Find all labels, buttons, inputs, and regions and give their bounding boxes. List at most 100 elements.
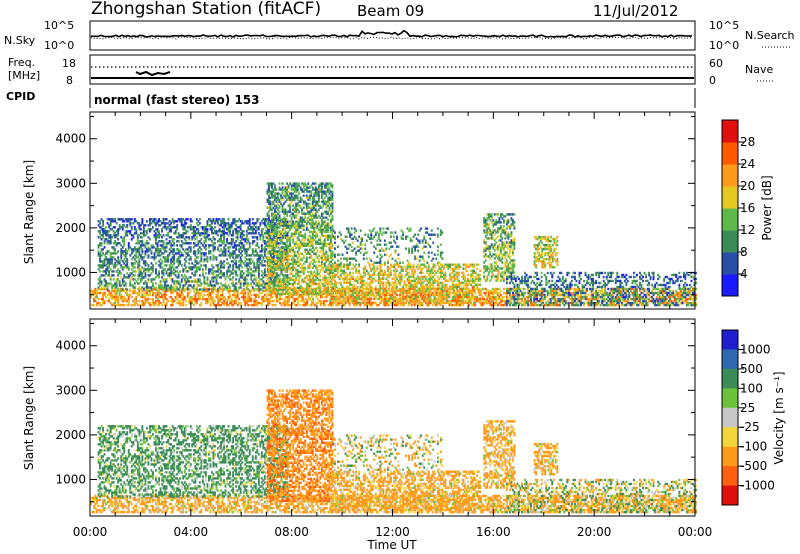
power-echo-cell xyxy=(589,299,591,303)
power-echo-cell xyxy=(260,244,263,247)
power-echo-cell xyxy=(174,289,177,293)
power-echo-cell xyxy=(162,234,165,237)
power-echo-cell xyxy=(179,299,182,303)
power-echo-cell xyxy=(296,194,299,197)
power-echo-cell xyxy=(244,295,247,299)
power-echo-cell xyxy=(120,287,123,291)
power-echo-cell xyxy=(188,262,191,265)
power-echo-cell xyxy=(152,297,154,301)
power-echo-cell xyxy=(212,303,215,307)
power-echo-cell xyxy=(144,297,147,301)
power-echo-cell xyxy=(465,299,467,303)
power-echo-cell xyxy=(242,297,245,301)
power-echo-cell xyxy=(296,228,299,231)
power-echo-cell xyxy=(271,295,274,299)
power-echo-cell xyxy=(99,252,101,255)
power-echo-cell xyxy=(155,299,157,303)
power-echo-cell xyxy=(180,244,183,247)
power-echo-cell xyxy=(478,287,481,291)
power-echo-cell xyxy=(226,303,228,307)
power-echo-cell xyxy=(133,287,136,291)
power-echo-cell xyxy=(223,272,225,275)
power-echo-cell xyxy=(103,254,106,257)
power-echo-cell xyxy=(586,295,588,299)
power-echo-cell xyxy=(483,287,486,291)
power-echo-cell xyxy=(132,299,135,303)
power-echo-cell xyxy=(141,303,144,307)
power-echo-cell xyxy=(489,297,492,301)
power-echo-cell xyxy=(315,295,318,299)
power-echo-cell xyxy=(180,303,183,307)
power-echo-cell xyxy=(554,297,557,301)
power-echo-cell xyxy=(319,295,322,299)
power-echo-cell xyxy=(400,301,402,305)
power-echo-cell xyxy=(103,240,106,243)
power-echo-cell xyxy=(206,299,209,303)
power-echo-cell xyxy=(102,270,104,273)
power-echo-cell xyxy=(636,295,638,299)
power-echo-cell xyxy=(356,293,359,297)
power-echo-cell xyxy=(403,287,405,291)
power-echo-cell xyxy=(569,297,572,301)
power-echo-cell xyxy=(640,287,643,291)
power-echo-cell xyxy=(194,242,197,245)
power-echo-cell xyxy=(195,299,198,303)
power-echo-cell xyxy=(144,244,147,247)
power-echo-cell xyxy=(223,299,225,303)
power-echo-cell xyxy=(286,274,289,277)
power-echo-cell xyxy=(533,303,536,307)
power-echo-cell xyxy=(155,293,157,297)
power-echo-cell xyxy=(242,230,245,233)
power-echo-cell xyxy=(241,295,244,299)
power-echo-cell xyxy=(344,303,346,307)
power-echo-cell xyxy=(567,289,570,293)
power-echo-cell xyxy=(133,274,136,277)
power-echo-cell xyxy=(218,297,221,301)
power-echo-cell xyxy=(401,303,404,307)
power-echo-cell xyxy=(257,218,260,221)
power-echo-cell xyxy=(235,278,238,281)
power-echo-cell xyxy=(490,299,493,303)
power-echo-cell xyxy=(310,287,313,291)
power-echo-cell xyxy=(682,289,685,293)
power-echo-cell xyxy=(477,287,480,291)
power-echo-cell xyxy=(672,293,675,297)
power-echo-cell xyxy=(492,297,495,301)
power-echo-cell xyxy=(325,299,328,303)
power-echo-cell xyxy=(356,301,359,305)
power-echo-cell xyxy=(310,289,313,293)
power-echo-cell xyxy=(528,303,531,307)
power-echo-cell xyxy=(489,295,492,299)
power-echo-cell xyxy=(316,297,319,301)
power-echo-cell xyxy=(235,260,238,263)
power-echo-cell xyxy=(285,303,287,307)
power-echo-cell xyxy=(617,303,620,307)
power-echo-cell xyxy=(165,244,168,247)
power-echo-cell xyxy=(103,264,106,267)
power-echo-cell xyxy=(695,295,697,299)
power-echo-cell xyxy=(456,291,458,295)
power-echo-cell xyxy=(548,297,551,301)
power-echo-cell xyxy=(279,301,281,305)
power-echo-cell xyxy=(93,299,95,303)
power-echo-cell xyxy=(487,299,490,303)
power-echo-cell xyxy=(439,303,442,307)
power-echo-cell xyxy=(509,299,511,303)
power-echo-cell xyxy=(102,232,104,235)
power-echo-cell xyxy=(135,297,138,301)
power-echo-cell xyxy=(247,299,250,303)
power-echo-cell xyxy=(398,289,401,293)
power-echo-cell xyxy=(474,301,477,305)
power-echo-cell xyxy=(592,289,594,293)
power-echo-cell xyxy=(622,299,625,303)
power-echo-cell xyxy=(552,289,555,293)
power-echo-cell xyxy=(318,299,321,303)
power-echo-cell xyxy=(353,301,356,305)
freq-panel: Freq. [MHz] 18 8 60 0 Nave xyxy=(8,54,775,87)
power-echo-cell xyxy=(442,291,445,295)
power-echo-cell xyxy=(493,297,496,301)
power-echo-cell xyxy=(642,303,644,307)
power-echo-cell xyxy=(493,301,496,305)
power-echo-cell xyxy=(103,287,106,291)
